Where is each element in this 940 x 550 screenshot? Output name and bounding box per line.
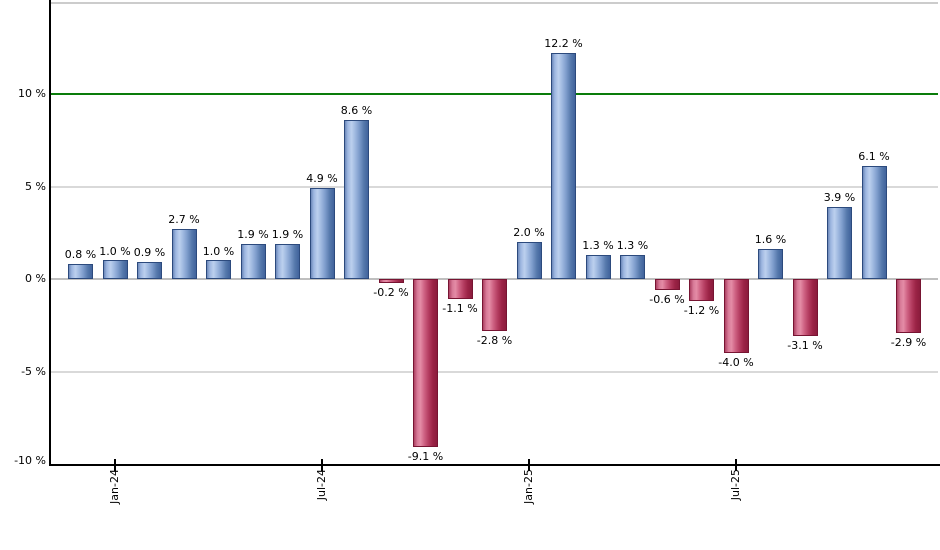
bar-positive bbox=[551, 53, 576, 279]
bar-value-label: -2.9 % bbox=[890, 336, 927, 349]
bar-positive bbox=[137, 262, 162, 279]
x-axis-tick bbox=[735, 459, 737, 471]
bar-value-label: 4.9 % bbox=[306, 172, 338, 185]
bar-value-label: 1.3 % bbox=[616, 239, 649, 252]
bar-positive bbox=[827, 207, 852, 279]
bar-value-label: 0.8 % bbox=[64, 248, 97, 261]
bar-positive bbox=[517, 242, 542, 279]
bar-negative bbox=[724, 279, 749, 353]
bar-value-label: 1.9 % bbox=[237, 228, 269, 241]
y-axis-tick-label: -5 % bbox=[21, 365, 46, 378]
bar-negative bbox=[448, 279, 473, 299]
bar-positive bbox=[206, 260, 231, 279]
bar-positive bbox=[862, 166, 887, 279]
x-axis-tick bbox=[528, 459, 530, 471]
bar-value-label: 1.9 % bbox=[271, 228, 304, 241]
bar-value-label: -0.2 % bbox=[373, 286, 409, 299]
bar-value-label: 1.6 % bbox=[754, 233, 787, 246]
bar-positive bbox=[241, 244, 266, 279]
threshold-line-10pct bbox=[49, 93, 938, 95]
bar-positive bbox=[68, 264, 93, 279]
gridline bbox=[49, 186, 938, 188]
bar-positive bbox=[758, 249, 783, 279]
y-axis-tick-label: 5 % bbox=[25, 180, 46, 193]
bar-value-label: 1.0 % bbox=[202, 245, 235, 258]
x-axis-tick-label: Jan-24 bbox=[108, 469, 121, 504]
bar-value-label: -9.1 % bbox=[407, 450, 444, 463]
bar-positive bbox=[344, 120, 369, 279]
bar-value-label: 2.7 % bbox=[168, 213, 200, 226]
bar-negative bbox=[413, 279, 438, 447]
y-axis-line bbox=[49, 0, 51, 466]
bar-positive bbox=[103, 260, 128, 279]
x-axis-tick-label: Jul-24 bbox=[315, 469, 328, 501]
bar-value-label: 0.9 % bbox=[133, 246, 166, 259]
bar-value-label: 1.3 % bbox=[582, 239, 614, 252]
bar-positive bbox=[172, 229, 197, 279]
bar-value-label: 3.9 % bbox=[823, 191, 856, 204]
gridline bbox=[49, 371, 938, 373]
bar-value-label: -1.2 % bbox=[683, 304, 720, 317]
bar-value-label: 6.1 % bbox=[858, 150, 890, 163]
bar-value-label: 1.0 % bbox=[99, 245, 131, 258]
bar-negative bbox=[793, 279, 818, 336]
x-axis-tick-label: Jan-25 bbox=[522, 469, 535, 504]
bar-value-label: -2.8 % bbox=[476, 334, 513, 347]
bar-value-label: -0.6 % bbox=[649, 293, 685, 306]
bar-positive bbox=[586, 255, 611, 279]
bar-value-label: 2.0 % bbox=[513, 226, 545, 239]
bar-positive bbox=[275, 244, 300, 279]
bar-negative bbox=[689, 279, 714, 301]
bar-negative bbox=[482, 279, 507, 331]
bar-positive bbox=[620, 255, 645, 279]
bar-value-label: -3.1 % bbox=[787, 339, 823, 352]
bar-value-label: 8.6 % bbox=[340, 104, 373, 117]
bar-value-label: -1.1 % bbox=[442, 302, 478, 315]
bar-value-label: 12.2 % bbox=[544, 37, 583, 50]
y-axis-tick-label: 0 % bbox=[25, 272, 46, 285]
bar-negative bbox=[379, 279, 404, 283]
x-axis-tick-label: Jul-25 bbox=[729, 469, 742, 501]
plot-top-border bbox=[49, 2, 938, 4]
bar-negative bbox=[896, 279, 921, 333]
y-axis-tick-label: 10 % bbox=[18, 87, 46, 100]
y-axis-tick-label: -10 % bbox=[14, 454, 46, 467]
bar-value-label: -4.0 % bbox=[718, 356, 754, 369]
x-axis-tick bbox=[114, 459, 116, 471]
bar-positive bbox=[310, 188, 335, 279]
bar-negative bbox=[655, 279, 680, 290]
x-axis-tick bbox=[321, 459, 323, 471]
x-axis-line bbox=[49, 464, 940, 466]
